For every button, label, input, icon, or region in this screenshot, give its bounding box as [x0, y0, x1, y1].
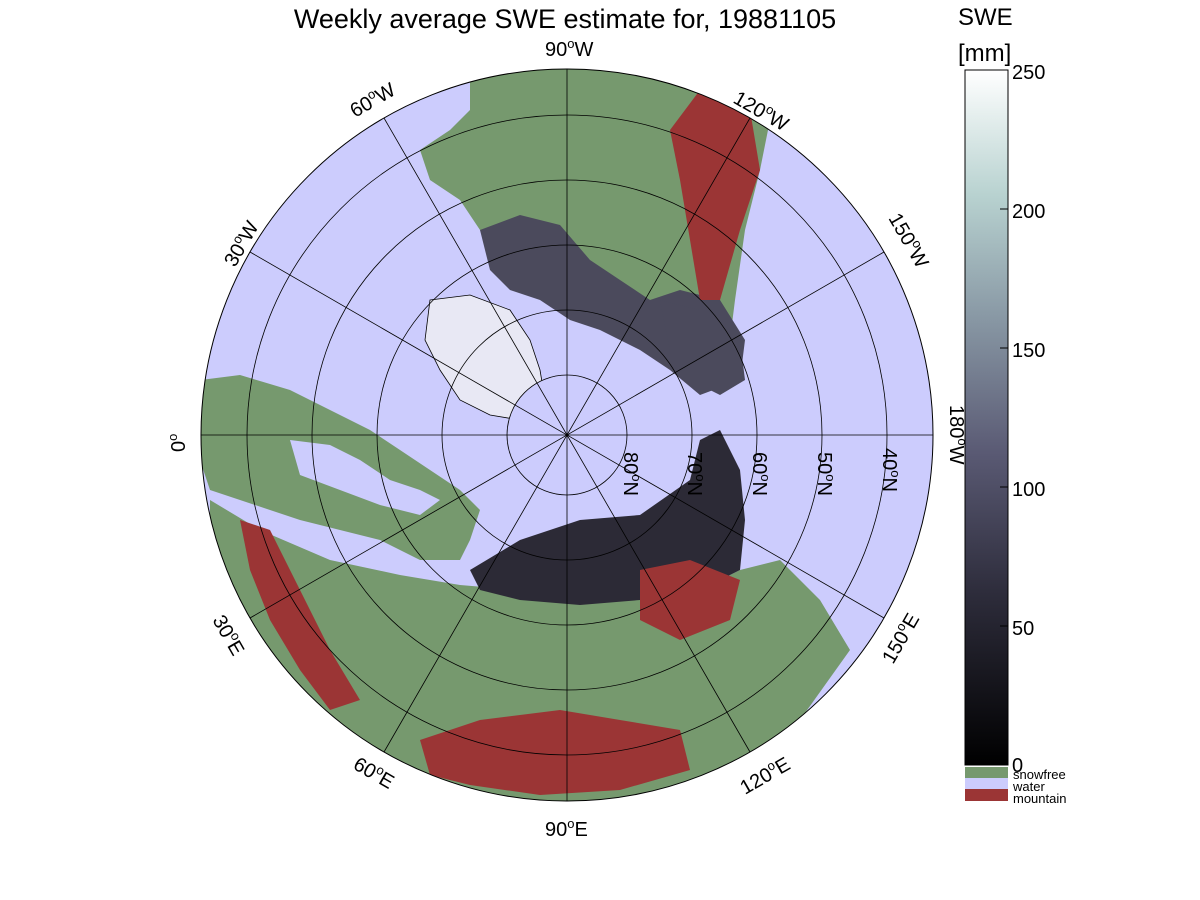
- lat-label-70n: 70oN: [683, 452, 708, 496]
- lat-label-50n: 50oN: [813, 452, 838, 496]
- colorbar-tick-200: 200: [1012, 201, 1045, 223]
- water-baltic: [290, 440, 440, 515]
- colorbar-title: SWE: [958, 4, 1013, 31]
- legend-swatch-water: [965, 778, 1008, 789]
- map-land: [201, 69, 850, 801]
- lon-label-30e: 30oE: [208, 610, 251, 660]
- lon-label-0: 0o: [165, 434, 190, 452]
- colorbar-tick-150: 150: [1012, 340, 1045, 362]
- colorbar-ticks: [1000, 69, 1008, 766]
- legend-label-mountain: mountain: [1013, 791, 1066, 806]
- mountain-central-asia: [420, 710, 690, 795]
- colorbar-tick-50: 50: [1012, 618, 1034, 640]
- lon-label-90w: 90oW: [545, 36, 593, 61]
- legend-label-water: water: [1012, 779, 1045, 794]
- colorbar-tick-250: 250: [1012, 62, 1045, 84]
- colorbar-tick-100: 100: [1012, 479, 1045, 501]
- legend-swatch-mountain: [965, 789, 1008, 801]
- graticule: [201, 69, 933, 801]
- lat-label-40n: 40oN: [878, 448, 903, 492]
- legend-swatch-snowfree: [965, 767, 1008, 778]
- colorbar-gradient: [964, 69, 1009, 766]
- lat-label-60n: 60oN: [748, 452, 773, 496]
- colorbar-unit: [mm]: [958, 40, 1012, 67]
- mountain-east-siberia: [640, 560, 740, 640]
- snow-siberia: [470, 430, 745, 605]
- lat-label-80n: 80oN: [619, 452, 644, 496]
- snow-alaska: [660, 300, 745, 395]
- lon-label-150w: 150oW: [884, 208, 935, 272]
- mountain-rockies: [670, 90, 760, 300]
- lon-label-120e: 120oE: [735, 751, 794, 800]
- land-asia: [210, 500, 850, 801]
- mountain-europe: [240, 520, 360, 710]
- legend-label-snowfree: snowfree: [1013, 767, 1066, 782]
- map-title: Weekly average SWE estimate for, 1988110…: [293, 4, 837, 34]
- map-border: [200, 68, 934, 802]
- lon-label-90e: 90oE: [545, 816, 588, 841]
- lon-label-60e: 60oE: [350, 751, 400, 794]
- colorbar-tick-0: 0: [1012, 755, 1023, 777]
